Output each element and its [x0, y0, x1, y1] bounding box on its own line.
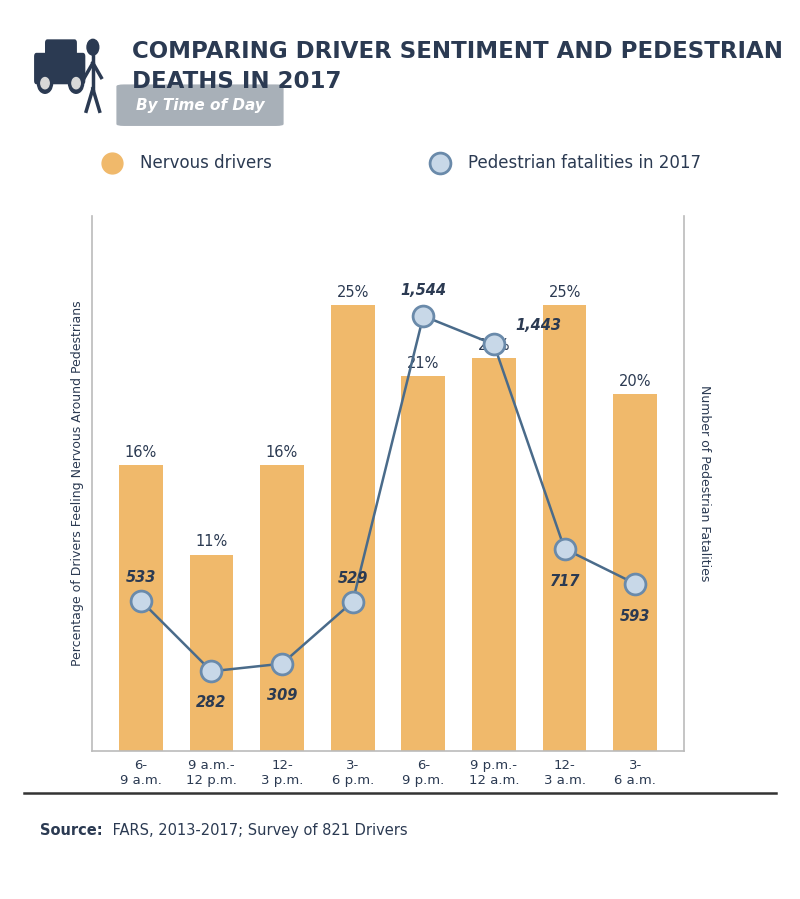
Text: 16%: 16%	[125, 445, 157, 460]
Bar	[190, 555, 234, 751]
Text: 25%: 25%	[548, 285, 581, 299]
Circle shape	[38, 73, 53, 93]
Bar	[472, 359, 516, 751]
Y-axis label: Percentage of Drivers Feeling Nervous Around Pedestrians: Percentage of Drivers Feeling Nervous Ar…	[70, 300, 84, 666]
Circle shape	[69, 73, 84, 93]
Text: 16%: 16%	[266, 445, 298, 460]
Text: 20%: 20%	[619, 374, 651, 388]
Text: 21%: 21%	[407, 356, 439, 371]
FancyBboxPatch shape	[45, 40, 77, 67]
Text: 529: 529	[338, 571, 368, 586]
Bar	[330, 305, 374, 751]
Bar	[614, 394, 657, 751]
Text: By Time of Day: By Time of Day	[136, 98, 264, 112]
Text: 11%: 11%	[195, 534, 227, 549]
Circle shape	[41, 77, 50, 89]
Text: Source:: Source:	[40, 823, 102, 838]
Text: 717: 717	[550, 574, 580, 589]
Bar	[119, 466, 162, 751]
Text: 1,443: 1,443	[515, 318, 561, 334]
Text: 309: 309	[267, 688, 298, 703]
Text: COMPARING DRIVER SENTIMENT AND PEDESTRIAN: COMPARING DRIVER SENTIMENT AND PEDESTRIA…	[132, 40, 783, 64]
Text: Nervous drivers: Nervous drivers	[140, 154, 272, 172]
FancyBboxPatch shape	[34, 53, 86, 85]
Circle shape	[72, 77, 80, 89]
Bar	[542, 305, 586, 751]
Text: Pedestrian fatalities in 2017: Pedestrian fatalities in 2017	[468, 154, 701, 172]
Y-axis label: Number of Pedestrian Fatalities: Number of Pedestrian Fatalities	[698, 385, 711, 582]
Text: 22%: 22%	[478, 338, 510, 353]
FancyBboxPatch shape	[117, 85, 284, 126]
Circle shape	[87, 40, 98, 55]
Text: 593: 593	[620, 609, 650, 624]
Text: 25%: 25%	[337, 285, 369, 299]
Text: 533: 533	[126, 570, 156, 585]
Text: DEATHS IN 2017: DEATHS IN 2017	[132, 70, 342, 93]
Text: 282: 282	[196, 695, 226, 710]
Text: 1,544: 1,544	[400, 282, 446, 298]
Text: FARS, 2013-2017; Survey of 821 Drivers: FARS, 2013-2017; Survey of 821 Drivers	[108, 823, 408, 838]
Bar	[260, 466, 304, 751]
Bar	[402, 376, 446, 751]
